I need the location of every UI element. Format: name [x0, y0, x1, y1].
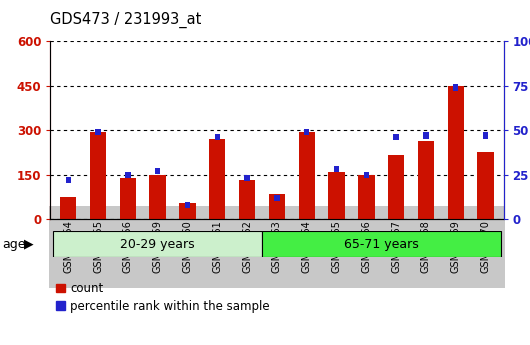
Bar — [125, 171, 130, 178]
Bar — [329, 172, 345, 219]
Bar — [334, 166, 339, 172]
Bar — [179, 203, 196, 219]
Bar — [120, 178, 136, 219]
Bar — [244, 175, 250, 181]
Text: GDS473 / 231993_at: GDS473 / 231993_at — [50, 12, 202, 28]
Bar — [274, 195, 280, 201]
Bar — [448, 86, 464, 219]
Bar — [364, 171, 369, 178]
Bar — [478, 151, 494, 219]
Bar — [66, 177, 71, 183]
Bar — [298, 132, 315, 219]
Bar — [239, 180, 255, 219]
Bar — [388, 155, 404, 219]
Bar — [209, 139, 225, 219]
Bar — [149, 175, 166, 219]
Bar — [453, 85, 458, 91]
Bar — [54, 231, 262, 257]
Bar — [155, 168, 161, 174]
Bar — [262, 231, 500, 257]
Text: 65-71 years: 65-71 years — [344, 238, 419, 250]
Text: age: age — [3, 238, 26, 251]
Bar — [418, 141, 434, 219]
Bar — [393, 134, 399, 140]
Bar — [95, 129, 101, 135]
Text: ▶: ▶ — [24, 238, 34, 251]
Bar — [483, 132, 488, 139]
Text: 20-29 years: 20-29 years — [120, 238, 195, 250]
Bar — [60, 197, 76, 219]
Bar — [304, 129, 310, 135]
Bar — [215, 134, 220, 140]
Bar — [358, 175, 375, 219]
Bar — [269, 194, 285, 219]
Bar — [90, 132, 106, 219]
Bar — [185, 202, 190, 208]
Legend: count, percentile rank within the sample: count, percentile rank within the sample — [56, 282, 270, 313]
Bar — [423, 132, 429, 139]
